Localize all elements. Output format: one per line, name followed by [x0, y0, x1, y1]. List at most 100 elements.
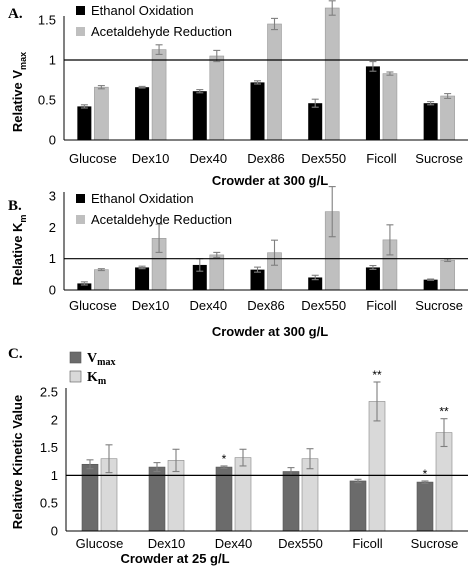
panel-b-legend-swatch-acetaldehyde — [76, 215, 85, 224]
panel-b-x-axis-title: Crowder at 300 g/L — [212, 324, 328, 339]
panel-a: A. 0 0.5 1 1.5 Glucose Dex10 Dex40 Dex86 Dex550… — [8, 0, 468, 188]
panel-c-y-tick-4: 2 — [51, 412, 58, 427]
panel-a-category-0: Glucose — [69, 151, 117, 166]
panel-b-category-1: Dex10 — [132, 298, 170, 313]
panel-c-bars: ****** — [81, 368, 453, 532]
panel-b-y-tick-0: 0 — [49, 283, 56, 298]
panel-a-bar-s0-c0 — [77, 106, 92, 140]
panel-a-legend-ethanol-label: Ethanol Oxidation — [91, 3, 194, 18]
panel-c-category-3: Dex550 — [278, 536, 323, 551]
panel-a-bar-s0-c4 — [308, 103, 323, 140]
panel-c-significance-s1-c4: ** — [372, 368, 382, 382]
panel-c-bar-s0-c5 — [416, 481, 434, 532]
panel-c-bar-s1-c2 — [234, 457, 252, 532]
panel-c-legend-km-main: K — [87, 370, 98, 385]
panel-a-bar-s0-c5 — [365, 66, 380, 140]
panel-a-bar-s0-c2 — [192, 91, 207, 140]
panel-c-category-2: Dex40 — [215, 536, 253, 551]
panel-a-bar-s1-c2 — [209, 55, 225, 141]
panel-a-bar-s1-c3 — [267, 23, 282, 141]
panel-c-x-axis-title: Crowder at 25 g/L — [120, 551, 229, 566]
panel-c-legend-vmax-main: V — [87, 351, 97, 366]
panel-b-bar-s0-c0 — [77, 283, 92, 290]
panel-c-bar-s1-c5 — [435, 432, 453, 532]
panel-c-bar-s0-c4 — [349, 480, 367, 532]
panel-a-legend-acetaldehyde-label: Acetaldehyde Reduction — [91, 24, 232, 39]
panel-b-y-tick-3: 3 — [49, 189, 56, 204]
panel-c-legend: Vmax Km — [69, 351, 115, 387]
panel-a-letter: A. — [8, 6, 23, 22]
panel-a-bar-s1-c4 — [324, 7, 340, 141]
panel-c-bar-s1-c3 — [301, 458, 319, 532]
panel-c-significance-s0-c5: * — [423, 467, 428, 481]
panel-a-category-5: Ficoll — [366, 151, 396, 166]
panel-b-bar-s1-c0 — [94, 269, 109, 291]
panel-b-y-ticks: 0 1 2 3 — [49, 189, 56, 298]
panel-c-legend-vmax-sub: max — [97, 357, 115, 368]
panel-a-category-2: Dex40 — [189, 151, 227, 166]
panel-a-category-4: Dex550 — [301, 151, 346, 166]
panel-b-y-tick-1: 1 — [49, 251, 56, 266]
panel-a-bar-s1-c5 — [382, 73, 398, 141]
panel-c: C. 00.511.522.5 ****** Glucose Dex10 Dex40… — [8, 346, 468, 566]
panel-b-category-labels: Glucose Dex10 Dex40 Dex86 Dex550 Ficoll Sucros… — [69, 298, 463, 313]
panel-b-category-0: Glucose — [69, 298, 117, 313]
panel-c-category-5: Sucrose — [411, 536, 459, 551]
panel-c-y-ticks: 0 0.5 1 1.5 2 2.5 — [40, 385, 58, 539]
panel-b-bar-s0-c4 — [308, 277, 323, 290]
panel-c-category-1: Dex10 — [148, 536, 186, 551]
panel-a-category-6: Sucrose — [415, 151, 463, 166]
panel-b-category-4: Dex550 — [301, 298, 346, 313]
panel-c-legend-swatch-vmax — [69, 351, 82, 364]
panel-b-legend-acetaldehyde-label: Acetaldehyde Reduction — [91, 212, 232, 227]
panel-a-legend-swatch-ethanol — [76, 6, 85, 15]
panel-c-y-tick-3: 1.5 — [40, 440, 58, 455]
panel-a-y-ticks: 0 0.5 1 1.5 — [38, 13, 56, 148]
panel-b-bars — [77, 186, 455, 291]
panel-b-bar-s0-c3 — [250, 269, 265, 290]
panel-a-y-tick-0: 0 — [49, 133, 56, 148]
panel-a-category-1: Dex10 — [132, 151, 170, 166]
panel-b-y-tick-2: 2 — [49, 220, 56, 235]
panel-a-axes — [63, 16, 468, 141]
panel-a-bar-s1-c6 — [440, 95, 455, 141]
panel-a-bar-s0-c6 — [423, 103, 438, 140]
panel-b-category-5: Ficoll — [366, 298, 396, 313]
panel-b-bar-s1-c2 — [209, 254, 225, 291]
panel-a-x-axis-title: Crowder at 300 g/L — [212, 173, 328, 188]
panel-c-y-tick-1: 0.5 — [40, 496, 58, 511]
panel-a-y-axis-title-sub: max — [18, 52, 28, 70]
panel-c-category-0: Glucose — [76, 536, 124, 551]
panel-c-significance-s1-c5: ** — [439, 405, 449, 419]
panel-c-category-labels: Glucose Dex10 Dex40 Dex550 Ficoll Sucrose — [76, 536, 459, 551]
panel-b-legend-ethanol-label: Ethanol Oxidation — [91, 191, 194, 206]
panel-c-y-tick-2: 1 — [51, 468, 58, 483]
panel-b-bar-s0-c1 — [135, 267, 150, 290]
panel-b-axes — [63, 192, 468, 291]
panel-a-bar-s0-c3 — [250, 82, 265, 140]
panel-b-y-axis-title: Relative Km — [10, 215, 28, 286]
panel-c-legend-km-sub: m — [98, 376, 107, 387]
panel-a-y-axis-title: Relative Vmax — [10, 52, 28, 132]
panel-b-y-axis-title-main: Relative K — [10, 222, 25, 285]
panel-c-bar-s0-c2 — [215, 466, 233, 532]
panel-b: B. 0 1 2 3 Glucose Dex10 Dex40 Dex86 Dex550 Fico… — [8, 186, 468, 339]
panel-a-bar-s0-c1 — [135, 87, 150, 140]
panel-a-legend-swatch-acetaldehyde — [76, 27, 85, 36]
panel-c-letter: C. — [8, 346, 23, 362]
panel-c-category-4: Ficoll — [352, 536, 382, 551]
panel-a-category-3: Dex86 — [247, 151, 285, 166]
panel-b-category-6: Sucrose — [415, 298, 463, 313]
panel-a-category-labels: Glucose Dex10 Dex40 Dex86 Dex550 Ficoll Sucros… — [69, 151, 463, 166]
panel-a-y-tick-2: 1 — [49, 53, 56, 68]
panel-b-category-3: Dex86 — [247, 298, 285, 313]
panel-c-legend-km-label: Km — [87, 370, 107, 387]
panel-c-y-axis-title: Relative Kinetic Value — [10, 395, 25, 529]
panel-a-y-tick-3: 1.5 — [38, 13, 56, 28]
panel-c-legend-vmax-label: Vmax — [87, 351, 115, 368]
panel-b-bar-s1-c6 — [440, 259, 455, 291]
panel-c-bar-s0-c0 — [81, 463, 99, 532]
panel-a-y-tick-1: 0.5 — [38, 93, 56, 108]
